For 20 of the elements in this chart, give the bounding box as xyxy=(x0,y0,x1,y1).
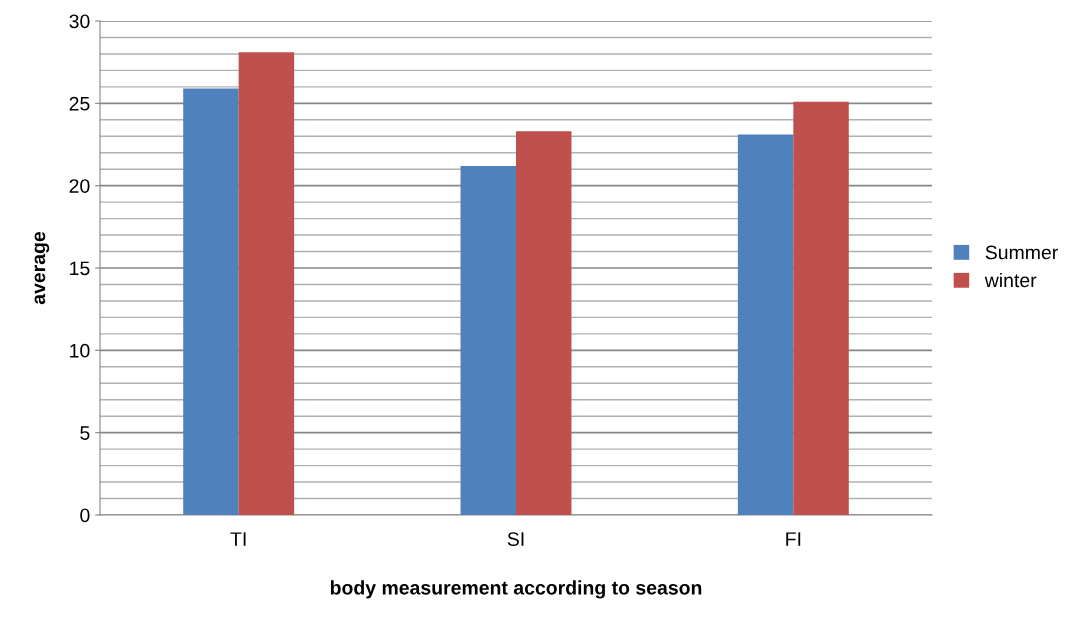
y-tick-label: 0 xyxy=(80,508,90,523)
bar xyxy=(460,165,516,515)
y-tick-label: 5 xyxy=(80,426,90,440)
x-tick-label: TI xyxy=(230,532,246,546)
y-axis-title: average xyxy=(34,231,50,305)
x-tick-label: SI xyxy=(507,532,524,546)
bar xyxy=(183,88,239,515)
y-tick-label: 20 xyxy=(69,179,90,193)
y-tick-label: 15 xyxy=(70,261,90,276)
y-tick-label: 25 xyxy=(69,96,90,111)
x-axis-title: body measurement according to season xyxy=(330,580,702,599)
bar xyxy=(793,101,849,515)
bar xyxy=(737,134,794,515)
legend-label: Summer xyxy=(985,245,1058,260)
bar xyxy=(516,131,572,515)
y-tick-label: 30 xyxy=(69,14,90,29)
y-tick-label: 10 xyxy=(70,343,90,358)
bar xyxy=(238,52,295,515)
x-tick-label: FI xyxy=(786,532,801,546)
legend-label: winter xyxy=(984,272,1037,288)
